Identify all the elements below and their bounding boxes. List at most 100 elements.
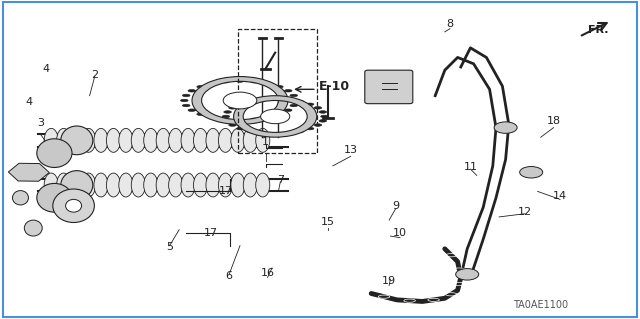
Ellipse shape [228, 107, 236, 109]
Ellipse shape [206, 173, 220, 197]
Text: 3: 3 [37, 118, 44, 128]
Ellipse shape [231, 173, 245, 197]
Ellipse shape [131, 173, 145, 197]
Ellipse shape [182, 94, 190, 97]
Ellipse shape [319, 120, 326, 122]
Text: 2: 2 [91, 70, 99, 80]
Ellipse shape [256, 173, 270, 197]
Ellipse shape [259, 99, 266, 101]
Circle shape [520, 167, 543, 178]
Ellipse shape [94, 173, 108, 197]
Ellipse shape [196, 85, 204, 88]
Ellipse shape [218, 173, 232, 197]
Ellipse shape [61, 126, 93, 155]
Ellipse shape [237, 127, 244, 130]
Ellipse shape [81, 128, 95, 152]
Ellipse shape [221, 80, 229, 83]
Text: 16: 16 [260, 268, 275, 278]
Text: 17: 17 [204, 228, 218, 238]
Text: 4: 4 [25, 97, 33, 107]
Text: 8: 8 [446, 19, 454, 29]
Ellipse shape [193, 173, 207, 197]
Ellipse shape [119, 173, 133, 197]
Ellipse shape [156, 128, 170, 152]
Ellipse shape [264, 116, 271, 119]
Ellipse shape [319, 111, 326, 113]
Ellipse shape [37, 139, 72, 167]
Ellipse shape [306, 103, 314, 106]
Ellipse shape [81, 173, 95, 197]
Ellipse shape [290, 94, 298, 97]
Text: 11: 11 [463, 162, 477, 173]
Ellipse shape [314, 124, 322, 126]
Ellipse shape [180, 99, 188, 102]
Ellipse shape [131, 128, 145, 152]
Ellipse shape [271, 132, 279, 135]
Ellipse shape [37, 183, 72, 212]
Ellipse shape [69, 128, 83, 152]
Text: E-10: E-10 [319, 80, 350, 93]
Ellipse shape [290, 104, 298, 107]
Ellipse shape [296, 100, 304, 103]
Ellipse shape [168, 128, 182, 152]
Text: 7: 7 [276, 175, 284, 185]
Ellipse shape [236, 80, 244, 82]
Ellipse shape [284, 109, 292, 111]
Ellipse shape [206, 128, 220, 152]
Text: 9: 9 [392, 201, 399, 211]
Ellipse shape [53, 189, 95, 223]
Ellipse shape [208, 116, 216, 119]
Ellipse shape [243, 128, 257, 152]
Text: TA0AE1100: TA0AE1100 [513, 300, 568, 310]
Text: 12: 12 [518, 207, 532, 217]
Ellipse shape [321, 115, 328, 118]
Ellipse shape [264, 82, 271, 85]
Ellipse shape [284, 99, 292, 101]
Text: 5: 5 [166, 242, 173, 252]
Ellipse shape [314, 107, 322, 109]
Ellipse shape [209, 82, 216, 85]
Circle shape [223, 92, 257, 109]
Ellipse shape [246, 130, 254, 133]
Ellipse shape [69, 173, 83, 197]
Ellipse shape [94, 128, 108, 152]
Ellipse shape [44, 128, 58, 152]
Ellipse shape [228, 124, 236, 126]
Ellipse shape [284, 132, 292, 134]
Text: 19: 19 [382, 276, 396, 286]
Ellipse shape [251, 80, 259, 83]
Ellipse shape [276, 113, 284, 115]
Ellipse shape [193, 128, 207, 152]
Circle shape [456, 269, 479, 280]
Ellipse shape [168, 173, 182, 197]
Ellipse shape [181, 173, 195, 197]
Ellipse shape [256, 128, 270, 152]
Ellipse shape [251, 118, 259, 121]
FancyBboxPatch shape [365, 70, 413, 104]
Ellipse shape [106, 173, 120, 197]
Ellipse shape [236, 119, 244, 121]
Text: 15: 15 [321, 217, 335, 227]
Ellipse shape [188, 90, 196, 92]
Ellipse shape [271, 98, 279, 100]
Ellipse shape [61, 171, 93, 199]
Ellipse shape [306, 127, 314, 130]
Bar [238, 29, 317, 153]
Ellipse shape [296, 130, 303, 133]
Ellipse shape [44, 173, 58, 197]
Text: 14: 14 [553, 191, 567, 201]
Ellipse shape [106, 128, 120, 152]
Ellipse shape [243, 173, 257, 197]
Ellipse shape [237, 103, 244, 106]
Ellipse shape [292, 99, 300, 102]
Text: 1: 1 [262, 137, 269, 147]
Circle shape [494, 122, 517, 133]
Ellipse shape [196, 113, 204, 115]
Ellipse shape [56, 173, 70, 197]
Ellipse shape [218, 128, 232, 152]
Ellipse shape [181, 128, 195, 152]
Ellipse shape [247, 100, 255, 103]
Ellipse shape [56, 128, 70, 152]
Ellipse shape [224, 111, 232, 113]
Ellipse shape [156, 173, 170, 197]
